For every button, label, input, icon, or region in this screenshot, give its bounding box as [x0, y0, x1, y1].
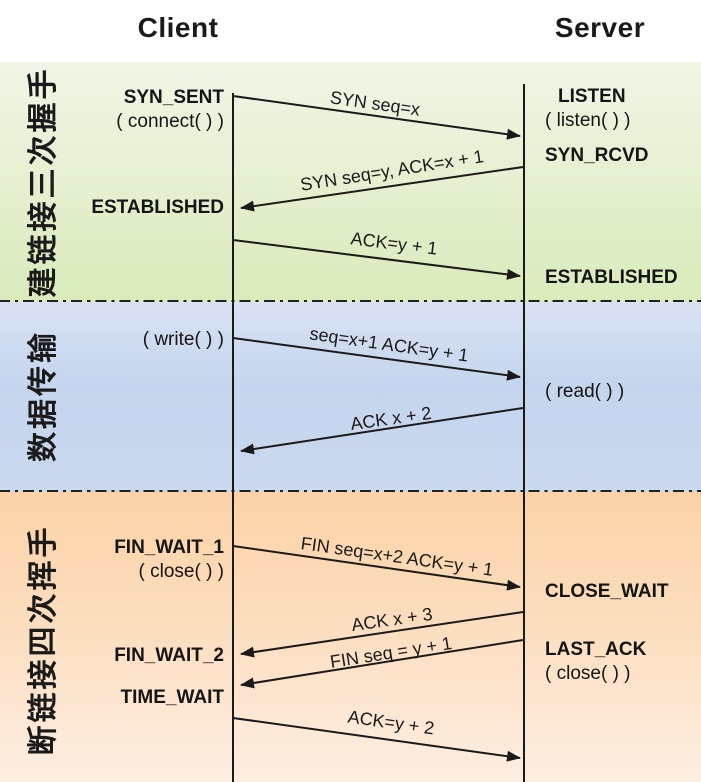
- server-state-listen: LISTEN: [558, 86, 626, 107]
- server-state-syn-rcvd: SYN_RCVD: [545, 145, 649, 166]
- server-state-close-wait: CLOSE_WAIT: [545, 581, 669, 602]
- separator-line: [0, 490, 701, 492]
- client-call-write: ( write( ) ): [142, 329, 224, 350]
- arrow-fin-2: [240, 639, 524, 689]
- client-state-syn-sent: SYN_SENT: [123, 87, 224, 108]
- section-transfer-band: [0, 302, 701, 492]
- server-call-read: ( read( ) ): [545, 381, 625, 402]
- arrow-fin-1: [232, 545, 521, 591]
- server-state-established: ESTABLISHED: [545, 267, 678, 288]
- arrow-data-ack: [240, 407, 524, 455]
- server-call-close: ( close( ) ): [545, 663, 631, 684]
- arrow-syn-ack: [240, 166, 524, 212]
- separator-line: [0, 300, 701, 302]
- client-header: Client: [137, 12, 219, 43]
- client-call-connect: ( connect( ) ): [116, 111, 224, 132]
- server-header: Server: [554, 12, 646, 43]
- client-state-established: ESTABLISHED: [91, 197, 224, 218]
- client-call-close: ( close( ) ): [138, 561, 225, 582]
- arrow-syn: [232, 95, 521, 140]
- arrow-last-ack: [232, 717, 521, 762]
- server-call-listen: ( listen( ) ): [545, 110, 631, 131]
- arrow-ack: [232, 239, 521, 280]
- client-state-fin-wait-1: FIN_WAIT_1: [114, 537, 224, 558]
- arrow-fin-ack-1: [240, 611, 524, 658]
- arrow-data-send: [232, 337, 521, 381]
- section-handshake-band: [0, 62, 701, 302]
- server-state-last-ack: LAST_ACK: [545, 639, 647, 660]
- client-state-fin-wait-2: FIN_WAIT_2: [114, 645, 224, 666]
- client-state-time-wait: TIME_WAIT: [120, 687, 224, 708]
